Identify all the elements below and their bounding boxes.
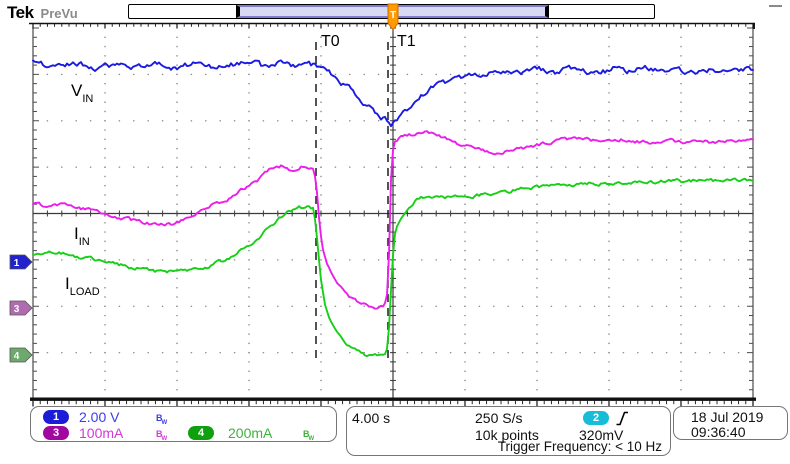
- trigger-frequency-readout: Trigger Frequency: < 10 Hz: [497, 439, 662, 454]
- ch1-bandwidth-icon: BW: [156, 413, 168, 426]
- ch1-scale-readout: 2.00 V: [79, 409, 120, 425]
- timebase-readout: 4.00 s: [352, 410, 391, 426]
- ch4-badge: 4: [188, 426, 214, 440]
- svg-text:1: 1: [14, 258, 20, 269]
- trigger-source-badge: 2: [583, 411, 609, 425]
- iin-trace-label: IIN: [74, 224, 90, 249]
- marker-ch1[interactable]: 1: [9, 254, 33, 270]
- brand-area: Tek PreVu: [7, 3, 78, 23]
- time-readout: 09:36:40: [691, 424, 746, 440]
- iload-trace-label: ILOAD: [65, 274, 100, 299]
- trigger-level-readout: 320mV: [579, 427, 624, 443]
- time-cursors[interactable]: [315, 42, 389, 364]
- trace-ch3: [32, 130, 754, 310]
- cursor-t0-label: T0: [321, 33, 340, 50]
- date-readout: 18 Jul 2019: [691, 409, 764, 425]
- ch3-badge: 3: [43, 426, 69, 440]
- horizontal-trigger-box: 4.00 s 250 S/s 10k points 2 320mV Trigge…: [346, 406, 671, 456]
- acquisition-mode-label: PreVu: [40, 6, 78, 21]
- svg-text:3: 3: [14, 304, 20, 315]
- svg-text:4: 4: [14, 351, 20, 362]
- svg-text:T: T: [390, 10, 396, 21]
- channel-ground-markers[interactable]: 4 3 1: [9, 254, 33, 363]
- trace-ch4: [32, 177, 754, 358]
- vin-trace-label: VIN: [71, 81, 94, 106]
- tek-logo: Tek: [7, 3, 34, 22]
- cursor-t1-label: T1: [397, 33, 416, 50]
- record-length-readout: 10k points: [475, 427, 539, 443]
- ch3-scale-readout: 100mA: [79, 425, 124, 441]
- trigger-position-marker[interactable]: T: [387, 3, 399, 31]
- ch1-badge: 1: [43, 410, 69, 424]
- marker-ch4[interactable]: 4: [9, 347, 33, 363]
- rising-edge-icon: [616, 411, 628, 426]
- ch4-scale-readout: 200mA: [228, 425, 273, 441]
- top-right-dash: [769, 5, 782, 7]
- trace-ch1: [32, 59, 754, 128]
- ch4-bandwidth-icon: BW: [303, 429, 315, 442]
- datetime-box: 18 Jul 2019 09:36:40: [673, 406, 788, 440]
- marker-ch3[interactable]: 3: [9, 300, 33, 316]
- waveform-traces: [32, 59, 754, 358]
- graticule: [29, 22, 756, 407]
- sample-rate-readout: 250 S/s: [475, 410, 523, 426]
- channel-readouts-box: 1 2.00 V BW 3 100mA BW 4 200mA BW: [30, 406, 337, 442]
- ch3-bandwidth-icon: BW: [156, 429, 168, 442]
